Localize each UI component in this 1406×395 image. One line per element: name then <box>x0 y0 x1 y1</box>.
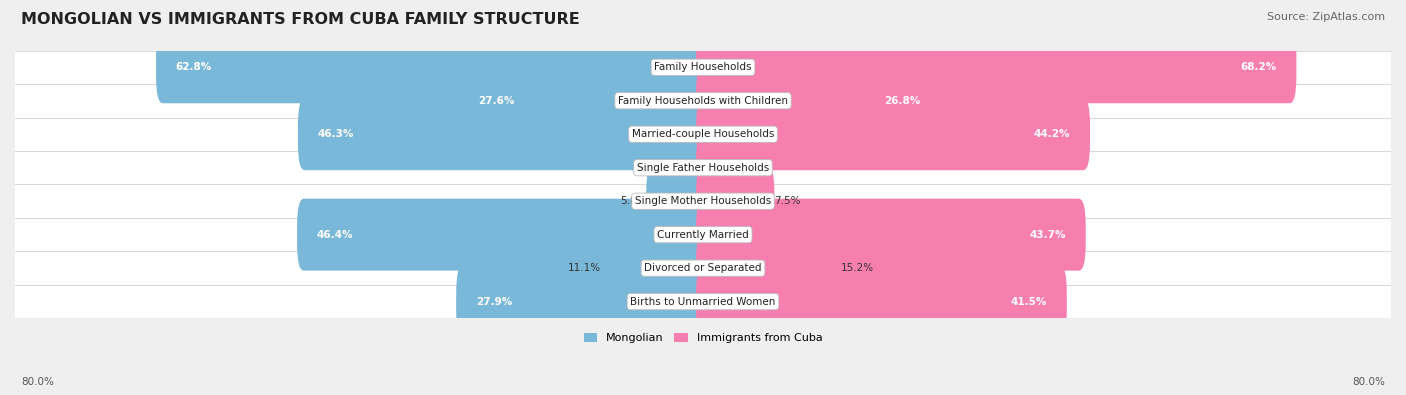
Text: 46.3%: 46.3% <box>318 129 354 139</box>
Text: 46.4%: 46.4% <box>316 229 353 240</box>
Text: 27.9%: 27.9% <box>477 297 512 307</box>
Text: 26.8%: 26.8% <box>884 96 921 106</box>
Text: Source: ZipAtlas.com: Source: ZipAtlas.com <box>1267 12 1385 22</box>
FancyBboxPatch shape <box>696 98 1090 170</box>
Text: 11.1%: 11.1% <box>568 263 600 273</box>
Text: 43.7%: 43.7% <box>1029 229 1066 240</box>
FancyBboxPatch shape <box>647 165 710 237</box>
FancyBboxPatch shape <box>7 84 1399 117</box>
FancyBboxPatch shape <box>696 232 841 304</box>
FancyBboxPatch shape <box>696 199 1085 271</box>
FancyBboxPatch shape <box>7 184 1399 218</box>
FancyBboxPatch shape <box>696 65 941 137</box>
FancyBboxPatch shape <box>696 266 1067 338</box>
Text: Single Mother Households: Single Mother Households <box>636 196 770 206</box>
FancyBboxPatch shape <box>678 132 710 204</box>
Text: 7.5%: 7.5% <box>775 196 801 206</box>
FancyBboxPatch shape <box>7 51 1399 84</box>
FancyBboxPatch shape <box>456 266 710 338</box>
Text: 62.8%: 62.8% <box>176 62 212 72</box>
Text: 27.6%: 27.6% <box>478 96 515 106</box>
Text: MONGOLIAN VS IMMIGRANTS FROM CUBA FAMILY STRUCTURE: MONGOLIAN VS IMMIGRANTS FROM CUBA FAMILY… <box>21 12 579 27</box>
FancyBboxPatch shape <box>696 165 775 237</box>
FancyBboxPatch shape <box>600 232 710 304</box>
Text: Currently Married: Currently Married <box>657 229 749 240</box>
Text: Married-couple Households: Married-couple Households <box>631 129 775 139</box>
FancyBboxPatch shape <box>7 151 1399 184</box>
FancyBboxPatch shape <box>458 65 710 137</box>
Text: 41.5%: 41.5% <box>1011 297 1047 307</box>
Text: Family Households with Children: Family Households with Children <box>619 96 787 106</box>
FancyBboxPatch shape <box>7 218 1399 251</box>
FancyBboxPatch shape <box>298 98 710 170</box>
Text: 5.8%: 5.8% <box>620 196 647 206</box>
FancyBboxPatch shape <box>7 117 1399 151</box>
Text: 2.1%: 2.1% <box>651 163 678 173</box>
FancyBboxPatch shape <box>696 31 1296 103</box>
FancyBboxPatch shape <box>696 132 733 204</box>
FancyBboxPatch shape <box>297 199 710 271</box>
Text: Births to Unmarried Women: Births to Unmarried Women <box>630 297 776 307</box>
FancyBboxPatch shape <box>7 285 1399 318</box>
Text: 2.7%: 2.7% <box>733 163 759 173</box>
FancyBboxPatch shape <box>7 251 1399 285</box>
Text: 44.2%: 44.2% <box>1033 129 1070 139</box>
Text: 68.2%: 68.2% <box>1240 62 1277 72</box>
Text: 15.2%: 15.2% <box>841 263 873 273</box>
FancyBboxPatch shape <box>156 31 710 103</box>
Text: Family Households: Family Households <box>654 62 752 72</box>
Text: Single Father Households: Single Father Households <box>637 163 769 173</box>
Text: 80.0%: 80.0% <box>21 377 53 387</box>
Text: Divorced or Separated: Divorced or Separated <box>644 263 762 273</box>
Text: 80.0%: 80.0% <box>1353 377 1385 387</box>
Legend: Mongolian, Immigrants from Cuba: Mongolian, Immigrants from Cuba <box>579 328 827 348</box>
